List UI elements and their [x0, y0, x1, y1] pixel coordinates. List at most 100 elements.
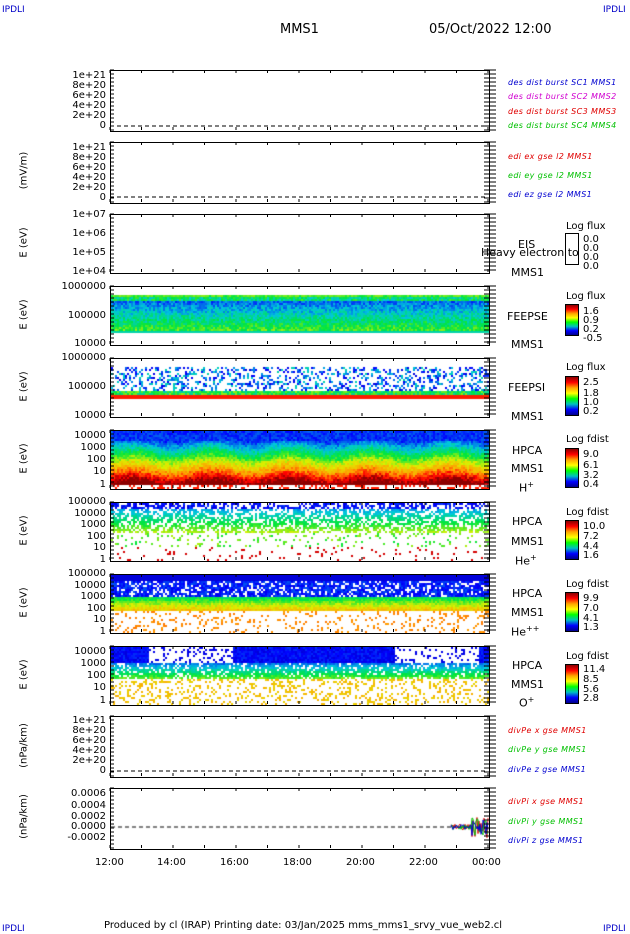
ytick: 100000 — [67, 496, 106, 507]
ytick: 100 — [86, 531, 106, 542]
spacecraft-label: MMS1 — [511, 338, 544, 351]
ytick: 0.0006 — [71, 788, 106, 799]
xtick: 16:00 — [220, 857, 249, 868]
legend-divpe-z: divPe z gse MMS1 — [508, 765, 587, 774]
ytick: 10 — [93, 542, 106, 553]
cbar-tick: 5.6 — [583, 684, 599, 695]
ytick: 1000 — [80, 591, 106, 602]
panel-eis — [110, 214, 490, 274]
species-label: H+ — [519, 480, 534, 495]
ytick: 10 — [93, 614, 106, 625]
colorbar — [565, 376, 579, 416]
corner-label-tl: IPDLI — [2, 5, 25, 15]
panel-divpi — [110, 788, 490, 850]
cbar-tick: 0.0 — [583, 243, 599, 254]
corner-label-br: IPDLI — [603, 924, 626, 934]
ytick: 1e+07 — [72, 209, 106, 220]
species-label: O+ — [519, 695, 534, 710]
spacecraft-label: MMS1 — [511, 266, 544, 279]
legend-des-mms3: des dist burst SC3 MMS3 — [508, 107, 617, 116]
cbar-title: Log fdist — [566, 434, 609, 445]
cbar-tick: 2.8 — [583, 693, 599, 704]
ytick: 10 — [93, 466, 106, 477]
footer-text: Produced by cl (IRAP) Printing date: 03/… — [104, 920, 503, 931]
spectrogram-feepsi — [111, 359, 489, 417]
instrument-label: HPCA — [512, 587, 543, 600]
spectrogram-hpca-hepp — [111, 575, 489, 633]
cbar-tick: 11.4 — [583, 664, 606, 675]
colorbar — [565, 592, 579, 632]
spectrogram-feepse — [111, 287, 489, 345]
cbar-tick: 7.2 — [583, 531, 599, 542]
legend-divpe-y: divPe y gse MMS1 — [508, 745, 587, 754]
cbar-tick: 1.6 — [583, 550, 599, 561]
ytick: 2e+20 — [72, 755, 106, 766]
ytick: 6e+20 — [72, 90, 106, 101]
ytick: 0.0002 — [71, 811, 106, 822]
ytick: 1e+05 — [72, 247, 106, 258]
ytick: 6e+20 — [72, 162, 106, 173]
ytick: 1e+06 — [72, 228, 106, 239]
colorbar — [565, 304, 579, 336]
ytick: 1000 — [80, 442, 106, 453]
cbar-title: Log fdist — [566, 579, 609, 590]
spectrogram-hpca-h — [111, 431, 489, 489]
ytick: 1000 — [80, 519, 106, 530]
instrument-label: EIS — [518, 238, 536, 251]
cbar-tick: 0.0 — [583, 234, 599, 245]
ytick: 4e+20 — [72, 100, 106, 111]
spacecraft-label: MMS1 — [511, 678, 544, 691]
ytick: 10 — [93, 682, 106, 693]
legend-edi-x: edi ex gse l2 MMS1 — [508, 152, 593, 161]
xtick: 14:00 — [157, 857, 186, 868]
ytick: 100 — [86, 603, 106, 614]
cbar-tick: 9.0 — [583, 449, 599, 460]
cbar-tick: 0.9 — [583, 315, 599, 326]
xtick: 22:00 — [409, 857, 438, 868]
ytick: 4e+20 — [72, 745, 106, 756]
cbar-tick: 0.0 — [583, 252, 599, 263]
ytick: 2e+20 — [72, 110, 106, 121]
panel-hpca-o — [110, 646, 490, 706]
ytick: 8e+20 — [72, 80, 106, 91]
species-charge: + — [527, 695, 535, 704]
ytick: 8e+20 — [72, 725, 106, 736]
species-name: H — [519, 481, 528, 495]
ytick: 1e+21 — [72, 70, 106, 81]
spacecraft-title: MMS1 — [280, 22, 319, 37]
ytick: 0.0000 — [71, 821, 106, 832]
instrument-label: FEEPSI — [508, 381, 546, 394]
cbar-tick: 4.1 — [583, 613, 599, 624]
panel-divpe — [110, 716, 490, 778]
corner-label-bl: IPDLI — [2, 924, 25, 934]
legend-divpi-y: divPi y gse MMS1 — [508, 817, 584, 826]
spectrogram-hpca-he — [111, 503, 489, 561]
cbar-tick: -0.5 — [583, 333, 603, 344]
panel-feepse — [110, 286, 490, 346]
colorbar — [565, 233, 579, 265]
legend-divpi-z: divPi z gse MMS1 — [508, 836, 584, 845]
cbar-tick: 1.3 — [583, 622, 599, 633]
cbar-title: Log fdist — [566, 651, 609, 662]
legend-edi-y: edi ey gse l2 MMS1 — [508, 171, 593, 180]
ytick: 1 — [99, 695, 106, 706]
corner-label-tr: IPDLI — [603, 5, 626, 15]
ytick: 1000000 — [61, 281, 106, 292]
species-charge: + — [527, 480, 534, 489]
ytick: 1000 — [80, 658, 106, 669]
cbar-tick: 0.2 — [583, 406, 599, 417]
ytick: 10000 — [74, 338, 106, 349]
legend-divpe-x: divPe x gse MMS1 — [508, 726, 587, 735]
legend-des-mms4: des dist burst SC4 MMS4 — [508, 121, 617, 130]
cbar-tick: 1.6 — [583, 306, 599, 317]
ytick: 10000 — [74, 508, 106, 519]
species-label: He++ — [511, 624, 539, 639]
ytick: 100 — [86, 454, 106, 465]
date-title: 05/Oct/2022 12:00 — [429, 22, 552, 37]
cbar-tick: 4.4 — [583, 541, 599, 552]
overlap-text: Heavy electron to — [481, 246, 579, 259]
cbar-title: Log flux — [566, 291, 606, 302]
cbar-tick: 3.2 — [583, 470, 599, 481]
ytick: 1 — [99, 626, 106, 637]
panel-des — [110, 70, 490, 132]
